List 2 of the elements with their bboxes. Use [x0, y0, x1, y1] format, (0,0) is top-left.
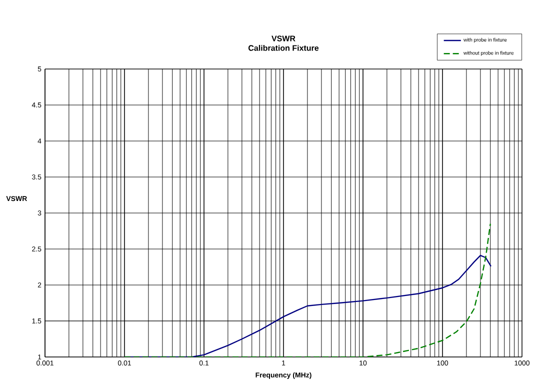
chart-title: VSWR: [272, 36, 296, 42]
chart-subtitle: Calibration Fixture: [248, 44, 319, 51]
